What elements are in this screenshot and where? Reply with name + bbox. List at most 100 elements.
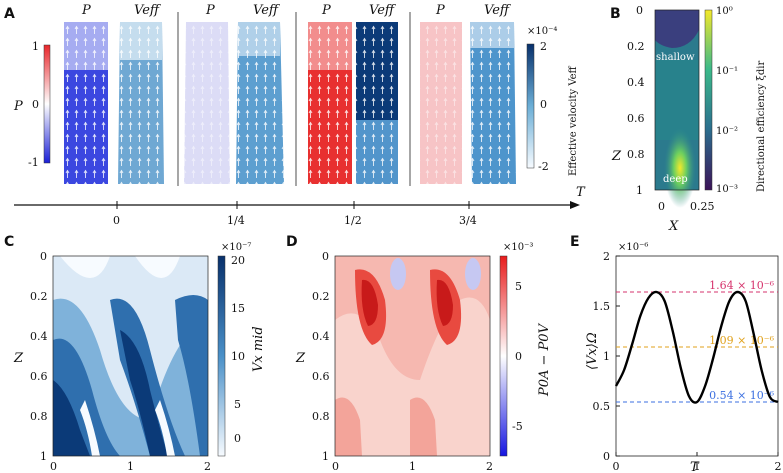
time-tick-label: 1/4 <box>227 214 245 227</box>
column-title: P <box>205 3 215 18</box>
reference-line-label: 0.54 × 10⁻⁶ <box>709 389 775 402</box>
p-colorbar-tick: 0 <box>32 98 39 111</box>
c-colorbar-label: Vx mid <box>251 326 266 372</box>
b-ytick: 0.4 <box>627 76 645 89</box>
v-colorbar-tick: -2 <box>538 160 549 173</box>
reference-lines: 1.64 × 10⁻⁶ 1.09 × 10⁻⁶ 0.54 × 10⁻⁶ <box>616 279 778 403</box>
time-axis-label: T <box>576 185 586 200</box>
panel-d: D 0 0.2 0.4 0.6 0.8 1 Z 0 1 2 ×10⁻³ 5 0 … <box>286 234 552 473</box>
series-line <box>614 290 779 404</box>
c-xtick: 1 <box>127 460 134 473</box>
negative-lobe <box>390 258 406 290</box>
e-yticks: 0 0.5 1 1.5 2 <box>593 250 620 463</box>
c-ytick: 0 <box>40 250 47 263</box>
b-colorbar-tick: 10⁻² <box>716 126 738 137</box>
time-tick-label: 3/4 <box>459 214 477 227</box>
c-ytick: 0.8 <box>30 410 48 423</box>
e-xtick-label: 1 <box>694 460 701 473</box>
snapshot-t0 <box>64 22 164 184</box>
c-ytick: 0.2 <box>30 290 48 303</box>
d-colorbar-tick: 0 <box>515 350 522 363</box>
v-colorbar <box>526 43 535 169</box>
column-title: P <box>321 3 331 18</box>
time-axis-arrow-icon <box>570 201 580 209</box>
e-ytick-label: 0 <box>603 450 610 463</box>
e-ytick-label: 2 <box>603 250 610 263</box>
panel-b-label: B <box>610 6 621 22</box>
column-title: Veff <box>369 3 397 18</box>
b-ytick: 0.2 <box>627 40 645 53</box>
deep-annotation: deep <box>663 174 688 185</box>
b-colorbar-tick: 10⁰ <box>716 6 733 17</box>
panel-c-label: C <box>4 234 14 250</box>
c-ylabel: Z <box>13 351 24 366</box>
d-ytick: 0.2 <box>312 290 330 303</box>
e-xlabel: T <box>690 460 700 473</box>
column-title: P <box>435 3 445 18</box>
b-xtick: 0 <box>658 200 665 213</box>
p-colorbar-label: P <box>13 99 23 114</box>
c-colorbar-tick: 5 <box>234 398 241 411</box>
p-colorbar <box>43 44 51 164</box>
d-ytick: 0.8 <box>312 410 330 423</box>
c-colorbar-tick: 10 <box>231 350 245 363</box>
panel-e: E ×10⁻⁶ 1.64 × 10⁻⁶ 1.09 × 10⁻⁶ 0.54 × 10⁻… <box>570 234 782 473</box>
e-xtick-label: 2 <box>775 460 782 473</box>
b-colorbar-tick: 10⁻¹ <box>716 66 738 77</box>
d-ytick: 0.6 <box>312 370 330 383</box>
c-colorbar-exponent: ×10⁻⁷ <box>221 242 251 253</box>
time-tick-label: 1/2 <box>344 214 362 227</box>
negative-lobe <box>465 258 481 290</box>
d-colorbar-exponent: ×10⁻³ <box>503 242 533 253</box>
column-title: Veff <box>484 3 512 18</box>
e-ytick-label: 1 <box>603 350 610 363</box>
b-ytick: 0.8 <box>627 148 645 161</box>
b-ytick: 1 <box>636 184 643 197</box>
d-ytick: 0 <box>322 250 329 263</box>
snapshot-t2 <box>308 22 398 184</box>
snapshot-t3 <box>420 22 516 184</box>
snapshot-t1 <box>184 22 284 184</box>
d-colorbar-label: P0A − P0V <box>537 322 552 397</box>
e-ytick-label: 1.5 <box>593 300 611 313</box>
v-colorbar-exponent: ×10⁻⁴ <box>527 26 557 37</box>
panel-e-label: E <box>570 234 580 250</box>
d-xtick: 2 <box>486 460 493 473</box>
panel-b: B shallow deep 0 0.2 0.4 0.6 0.8 1 Z 0 0… <box>610 4 767 234</box>
e-xticks: 0 1 2 <box>613 452 782 473</box>
column-title: Veff <box>253 3 281 18</box>
v-colorbar-label: Effective velocity Veff <box>568 65 579 176</box>
e-exponent: ×10⁻⁶ <box>618 242 648 253</box>
c-colorbar-tick: 20 <box>231 254 245 267</box>
d-colorbar-tick: -5 <box>512 420 523 433</box>
c-ytick: 0.6 <box>30 370 48 383</box>
d-colorbar-tick: 5 <box>515 280 522 293</box>
d-xtick: 1 <box>409 460 416 473</box>
c-xtick: 0 <box>50 460 57 473</box>
c-ytick: 0.4 <box>30 330 48 343</box>
d-ytick: 1 <box>322 450 329 463</box>
v-colorbar-tick: 0 <box>540 98 547 111</box>
reference-line-label: 1.64 × 10⁻⁶ <box>709 279 775 292</box>
p-colorbar-tick: 1 <box>32 40 39 53</box>
v-colorbar-tick: 2 <box>540 40 547 53</box>
e-ytick-label: 0.5 <box>593 400 611 413</box>
b-ylabel: Z <box>611 149 622 164</box>
d-ylabel: Z <box>295 351 306 366</box>
column-title: Veff <box>134 3 162 18</box>
d-colorbar <box>499 255 508 457</box>
shallow-annotation: shallow <box>656 52 695 63</box>
c-colorbar <box>217 255 226 457</box>
c-colorbar-tick: 15 <box>231 302 245 315</box>
shallow-region <box>655 10 699 48</box>
d-xtick: 0 <box>332 460 339 473</box>
panel-a-label: A <box>4 6 15 22</box>
b-xlabel: X <box>668 219 679 234</box>
c-colorbar-tick: 0 <box>234 432 241 445</box>
d-ytick: 0.4 <box>312 330 330 343</box>
b-xtick: 0.25 <box>690 200 715 213</box>
deep-hotspot <box>664 128 696 208</box>
e-ylabel: ⟨Vx⟩Ω <box>585 332 600 370</box>
c-xtick: 2 <box>204 460 211 473</box>
